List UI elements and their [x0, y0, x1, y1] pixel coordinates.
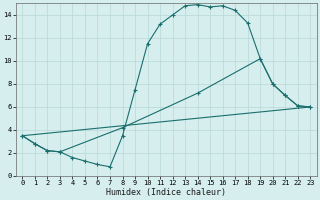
X-axis label: Humidex (Indice chaleur): Humidex (Indice chaleur): [106, 188, 226, 197]
